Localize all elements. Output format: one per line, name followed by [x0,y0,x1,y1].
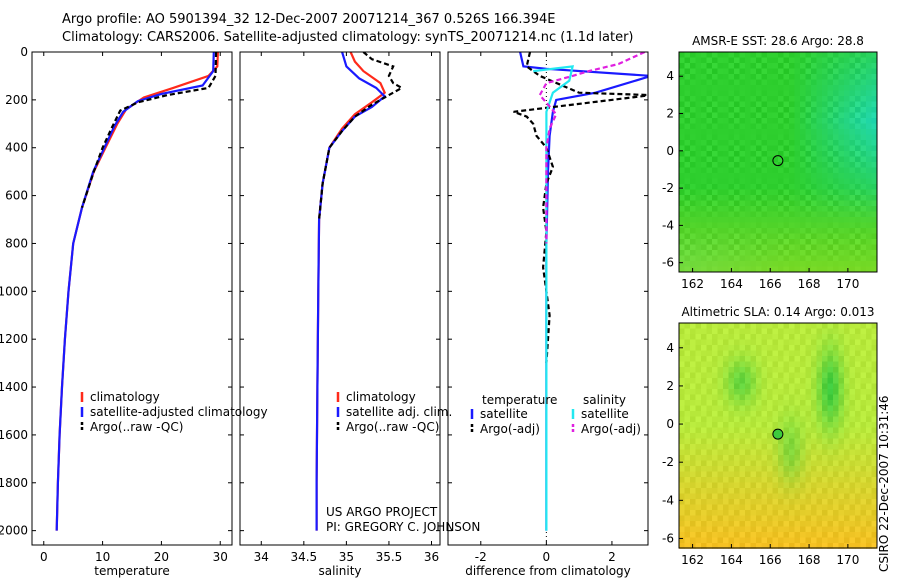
series-line-2-1 [513,52,648,364]
x-tick-label: -2 [475,550,487,564]
x-tick-label: 170 [836,553,859,567]
y-tick-label: -4 [662,218,674,232]
argo-location-marker [772,428,784,440]
x-tick-label: 0 [40,550,48,564]
y-tick-label: 2000 [0,524,28,538]
credits-line-1: US ARGO PROJECT [326,505,438,519]
legend-label: climatology [346,390,416,404]
x-tick-label: 30 [213,550,228,564]
legend-label: satellite [480,407,528,421]
plot-frame-2 [447,51,649,546]
map-field-0 [679,52,878,273]
y-tick-label: 1400 [0,380,28,394]
y-tick-label: 0 [666,417,674,431]
series-line-0-1 [55,52,215,531]
series-line-2-3 [538,52,646,244]
series-line-0-0 [55,52,219,531]
credits-line-2: PI: GREGORY C. JOHNSON [326,520,480,534]
x-tick-label: 20 [154,550,169,564]
y-tick-label: 1000 [0,284,28,298]
x-tick-label: 34 [254,550,269,564]
timestamp-stamp: CSIRO 22-Dec-2007 10:31:46 [877,395,891,572]
series-line-0-2 [80,52,218,208]
y-tick-label: -2 [662,455,674,469]
x-tick-label: 10 [95,550,110,564]
map-title-1: Altimetric SLA: 0.14 Argo: 0.013 [681,305,874,319]
legend-label: Argo(-adj) [581,422,641,436]
y-tick-label: 800 [5,236,28,250]
y-tick-label: -6 [662,531,674,545]
y-tick-label: 0 [20,45,28,59]
y-tick-label: -4 [662,493,674,507]
y-tick-label: 1800 [0,476,28,490]
series-line-1-0 [315,52,387,531]
header-line-1: Argo profile: AO 5901394_32 12-Dec-2007 … [62,12,556,27]
y-tick-label: 200 [5,93,28,107]
x-axis-label: salinity [318,564,361,578]
y-tick-label: 1600 [0,428,28,442]
legend-label: satellite [581,407,629,421]
argo-location-marker [772,155,784,167]
y-tick-label: 600 [5,189,28,203]
map-frame-0 [678,51,878,273]
x-tick-label: 166 [759,553,782,567]
legend-label: satellite-adjusted climatology [90,405,268,419]
y-tick-label: 2 [666,379,674,393]
x-axis-label: difference from climatology [465,564,631,578]
legend-label: satellite adj. clim. [346,405,452,419]
series-line-1-1 [315,52,387,531]
x-tick-label: 0 [543,550,551,564]
x-tick-label: 2 [608,550,616,564]
y-tick-label: 1200 [0,332,28,346]
y-tick-label: -6 [662,256,674,270]
series-line-1-2 [318,52,404,220]
legend-label: Argo(-adj) [480,422,540,436]
map-frame-1 [678,322,878,549]
x-axis-label: temperature [94,564,169,578]
x-tick-label: 34.5 [290,550,317,564]
x-tick-label: 170 [836,277,859,291]
legend-label: climatology [90,390,160,404]
x-tick-label: 166 [759,277,782,291]
legend-label: Argo(..raw -QC) [346,420,439,434]
x-tick-label: 168 [798,277,821,291]
x-tick-label: 36 [424,550,439,564]
x-tick-label: 35 [339,550,354,564]
x-tick-label: 162 [681,553,704,567]
y-tick-label: 2 [666,107,674,121]
y-tick-label: 400 [5,141,28,155]
map-title-0: AMSR-E SST: 28.6 Argo: 28.8 [692,34,864,48]
legend-heading: salinity [583,393,626,407]
x-tick-label: 168 [798,553,821,567]
series-line-2-2 [533,65,575,531]
x-tick-label: 35.5 [376,550,403,564]
x-tick-label: 164 [720,277,743,291]
plot-frame-1 [239,51,441,546]
x-tick-label: 162 [681,277,704,291]
plot-frame-0 [31,51,233,546]
x-tick-label: 164 [720,553,743,567]
y-tick-label: -2 [662,181,674,195]
legend-label: Argo(..raw -QC) [90,420,183,434]
series-line-2-0 [519,52,648,531]
y-tick-label: 0 [666,144,674,158]
y-tick-label: 4 [666,341,674,355]
header-line-2: Climatology: CARS2006. Satellite-adjuste… [62,30,634,45]
y-tick-label: 4 [666,69,674,83]
legend-heading: temperature [482,393,557,407]
